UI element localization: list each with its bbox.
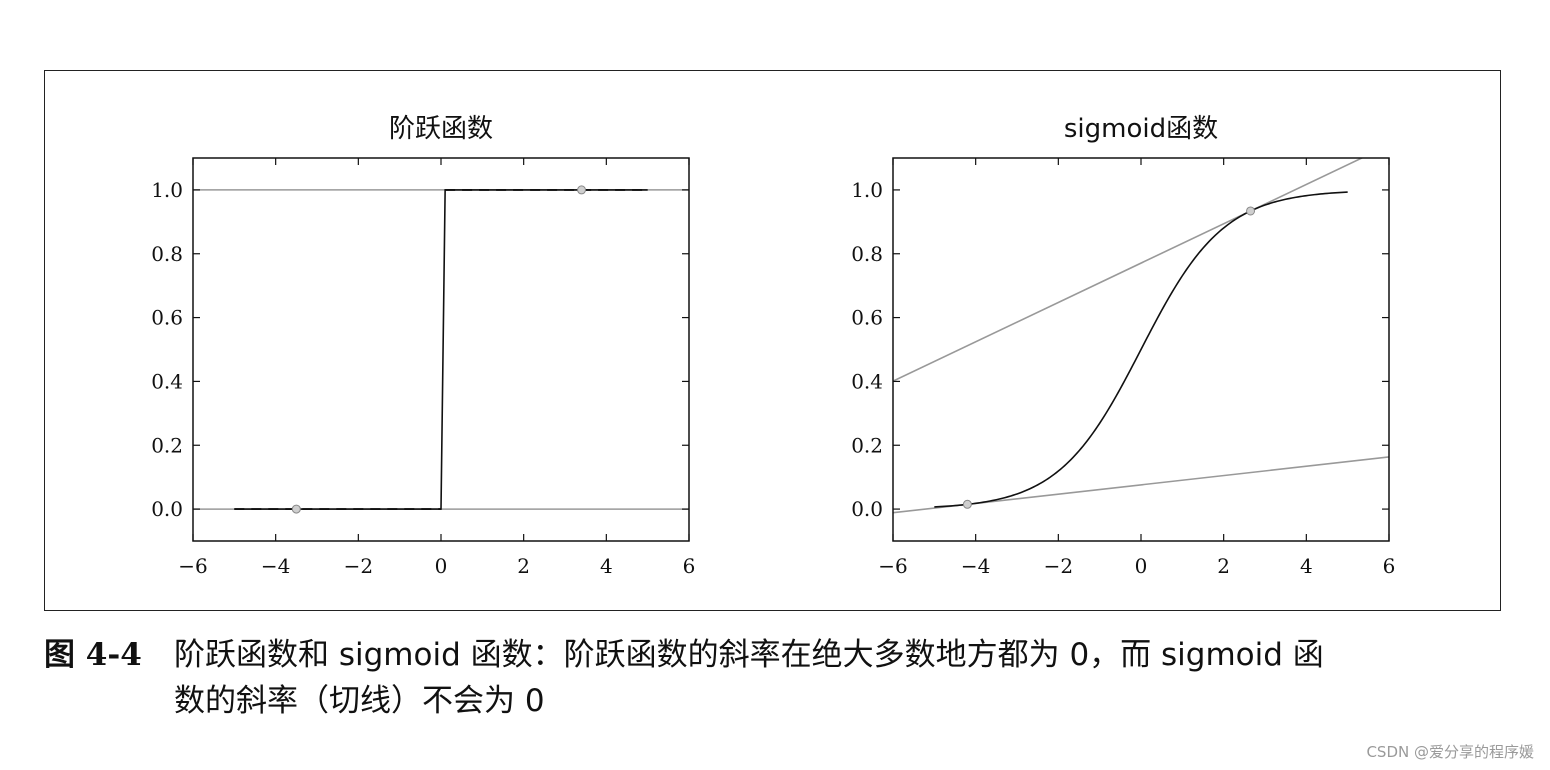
x-tick-label: 0 xyxy=(435,554,448,578)
tangent-point xyxy=(1246,206,1256,216)
x-tick-label: −4 xyxy=(961,554,990,578)
y-tick-label: 0.6 xyxy=(851,306,883,330)
y-tick-label: 0.6 xyxy=(151,306,183,330)
tangent-line xyxy=(893,158,1364,382)
caption-line-1: 图 4-4 阶跃函数和 sigmoid 函数：阶跃函数的斜率在绝大多数地方都为 0… xyxy=(44,632,1514,678)
x-tick-label: −6 xyxy=(878,554,907,578)
tangent-point xyxy=(577,185,587,195)
tangent-point xyxy=(291,504,301,514)
y-tick-label: 1.0 xyxy=(151,178,183,202)
x-tick-label: 2 xyxy=(1217,554,1230,578)
y-tick-label: 0.4 xyxy=(151,369,183,393)
plot-area xyxy=(193,185,689,514)
y-tick-label: 0.2 xyxy=(151,433,183,457)
caption-text-1: 阶跃函数和 sigmoid 函数：阶跃函数的斜率在绝大多数地方都为 0，而 si… xyxy=(174,637,1324,673)
caption-line-2: 数的斜率（切线）不会为 0 xyxy=(174,683,545,719)
y-tick-label: 0.8 xyxy=(851,242,883,266)
x-tick-label: 6 xyxy=(1383,554,1396,578)
y-tick-label: 0.0 xyxy=(851,497,883,521)
figure-caption: 图 4-4 阶跃函数和 sigmoid 函数：阶跃函数的斜率在绝大多数地方都为 0… xyxy=(44,632,1514,724)
x-tick-label: −2 xyxy=(344,554,373,578)
y-tick-label: 0.8 xyxy=(151,242,183,266)
x-tick-label: −2 xyxy=(1044,554,1073,578)
plot-area xyxy=(893,158,1389,514)
series-line xyxy=(234,189,648,510)
x-tick-label: 4 xyxy=(600,554,613,578)
x-tick-label: 6 xyxy=(683,554,696,578)
chart-title: sigmoid函数 xyxy=(1064,114,1218,144)
x-tick-label: 2 xyxy=(517,554,530,578)
y-tick-label: 0.0 xyxy=(151,497,183,521)
figure-frame: 阶跃函数 −6 −4 −2 0 2 4 6 0.0 0.2 0.4 0.6 0.8 1.0 sigmoid… xyxy=(44,70,1501,611)
chart-title: 阶跃函数 xyxy=(389,114,493,144)
x-tick-label: −6 xyxy=(178,554,207,578)
x-tick-label: 4 xyxy=(1300,554,1313,578)
series-line xyxy=(934,191,1348,508)
y-tick-label: 0.4 xyxy=(851,369,883,393)
step-function-chart: 阶跃函数 −6 −4 −2 0 2 4 6 0.0 0.2 0.4 0.6 0.8 1.0 xyxy=(151,114,696,578)
x-tick-label: 0 xyxy=(1135,554,1148,578)
x-tick-label: −4 xyxy=(261,554,290,578)
y-tick-label: 1.0 xyxy=(851,178,883,202)
figure-number: 图 4-4 xyxy=(44,637,142,673)
sigmoid-function-chart: sigmoid函数 −6 −4 −2 0 2 4 6 0.0 0.2 0.4 0.6 0.8 1.0 xyxy=(851,114,1396,578)
watermark: CSDN @爱分享的程序媛 xyxy=(1366,743,1534,761)
tangent-point xyxy=(962,499,972,509)
y-tick-label: 0.2 xyxy=(851,433,883,457)
